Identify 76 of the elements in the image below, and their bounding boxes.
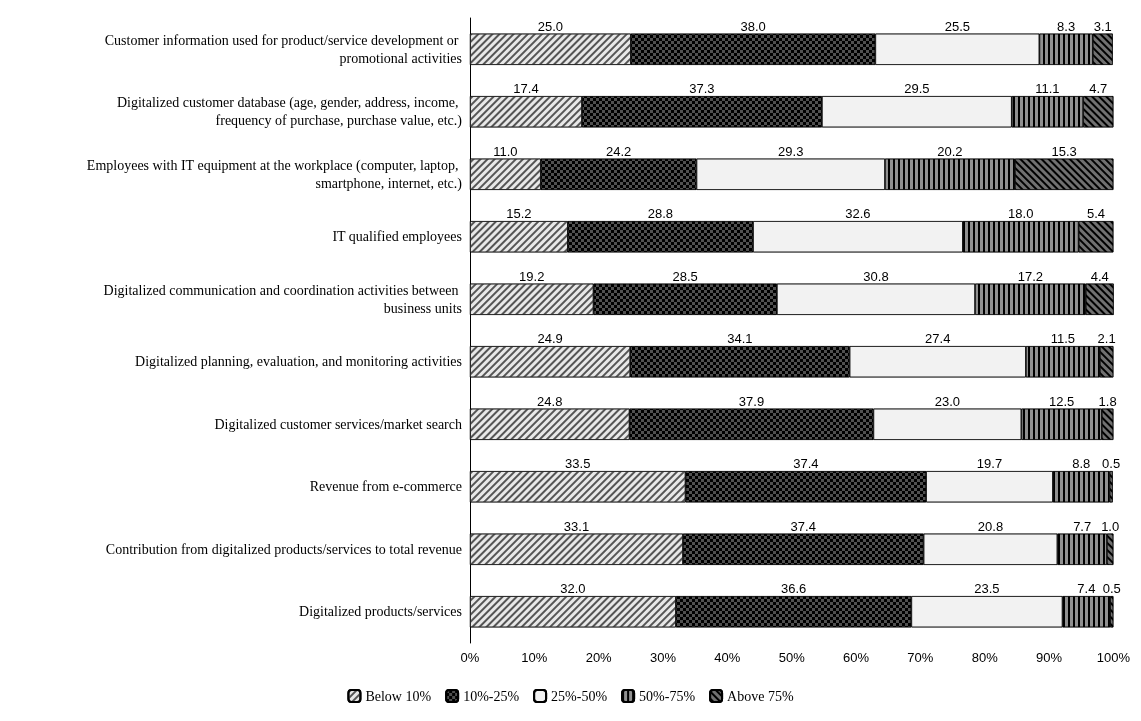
- x-tick-label: 40%: [714, 650, 741, 665]
- data-label: 37.9: [738, 393, 765, 409]
- data-label: 4.7: [1089, 81, 1108, 97]
- data-label: 2.1: [1097, 331, 1116, 347]
- data-label: 18.0: [1008, 206, 1034, 222]
- data-label: 17.4: [513, 81, 539, 97]
- y-tick-label: Digitalized products/services: [299, 604, 462, 620]
- x-tick-label: 70%: [907, 650, 934, 665]
- x-tick-label: 0%: [460, 650, 480, 665]
- data-label: 11.5: [1050, 331, 1076, 347]
- x-tick-label: 90%: [1036, 650, 1063, 665]
- data-label: 8.3: [1057, 18, 1076, 34]
- data-label: 0.5: [1102, 581, 1121, 597]
- y-tick-label: Revenue from e-commerce: [309, 479, 462, 495]
- data-label: 24.2: [605, 143, 632, 159]
- data-label: 4.4: [1090, 268, 1109, 284]
- y-tick-label: Digitalized communication and coordination activities between business units: [103, 282, 462, 316]
- data-label: 0.5: [1102, 456, 1121, 472]
- x-tick-label: 100%: [1096, 650, 1131, 665]
- y-tick-label: Digitalized customer database (age, gender, address, income, frequency of purchase, purchase value, etc.): [116, 95, 463, 130]
- data-label: 36.6: [780, 581, 807, 597]
- y-tick-label: Digitalized planning, evaluation, and monitoring activities: [135, 354, 462, 370]
- legend-label: 10%-25%: [463, 688, 520, 704]
- x-tick-label: 10%: [521, 650, 548, 665]
- data-label: 1.0: [1101, 518, 1120, 534]
- data-label: 37.4: [790, 518, 816, 534]
- data-label: 11.1: [1035, 81, 1060, 97]
- data-label: 30.8: [863, 268, 889, 284]
- data-label: 29.5: [904, 81, 930, 97]
- x-tick-label: 30%: [650, 650, 677, 665]
- data-label: 24.9: [537, 331, 563, 347]
- data-label: 33.5: [565, 456, 591, 472]
- data-label: 33.1: [563, 518, 590, 534]
- y-tick-label: Contribution from digitalized products/services to total revenue: [105, 541, 462, 557]
- data-label: 8.8: [1072, 456, 1091, 472]
- data-label: 1.8: [1098, 393, 1117, 409]
- data-label: 32.6: [845, 206, 871, 222]
- data-label: 29.3: [778, 143, 804, 159]
- data-label: 24.8: [537, 393, 563, 409]
- x-tick-label: 50%: [778, 650, 806, 665]
- x-tick-label: 60%: [843, 650, 870, 665]
- data-label: 15.3: [1051, 143, 1077, 159]
- data-label: 7.4: [1077, 581, 1096, 597]
- data-label: 11.0: [493, 143, 518, 159]
- data-label: 23.5: [974, 581, 1000, 597]
- legend-label: 50%-75%: [639, 688, 696, 704]
- data-label: 37.4: [793, 456, 819, 472]
- y-tick-label: Employees with IT equipment at the workplace (computer, laptop, smartphone, internet, etc.): [86, 157, 463, 192]
- data-label: 3.1: [1093, 18, 1112, 34]
- data-label: 12.5: [1048, 393, 1075, 409]
- data-label: 34.1: [727, 331, 753, 347]
- data-label: 5.4: [1086, 206, 1106, 222]
- y-tick-label: Digitalized customer services/market search: [214, 416, 462, 432]
- data-label: 37.3: [689, 81, 715, 97]
- data-label: 17.2: [1017, 268, 1044, 284]
- legend-label: Above 75%: [727, 688, 794, 704]
- data-label: 25.0: [537, 18, 564, 34]
- data-label: 15.2: [506, 206, 532, 222]
- legend-label: Below 10%: [365, 688, 432, 704]
- y-tick-label: IT qualified employees: [332, 229, 462, 245]
- legend-label: 25%-50%: [551, 688, 608, 704]
- data-label: 38.0: [740, 18, 766, 34]
- data-label: 27.4: [925, 331, 951, 347]
- data-label: 19.2: [519, 268, 545, 284]
- data-label: 23.0: [934, 393, 961, 409]
- data-label: 7.7: [1073, 518, 1092, 534]
- x-tick-label: 80%: [971, 650, 999, 665]
- data-label: 32.0: [560, 581, 586, 597]
- data-label: 28.5: [672, 268, 698, 284]
- data-label: 28.8: [647, 206, 674, 222]
- data-label: 20.2: [937, 143, 963, 159]
- data-label: 19.7: [976, 456, 1003, 472]
- x-tick-label: 20%: [585, 650, 613, 665]
- data-label: 25.5: [944, 18, 971, 34]
- y-tick-label: Customer information used for product/service development or promotional activities: [104, 32, 462, 66]
- data-label: 20.8: [977, 518, 1004, 534]
